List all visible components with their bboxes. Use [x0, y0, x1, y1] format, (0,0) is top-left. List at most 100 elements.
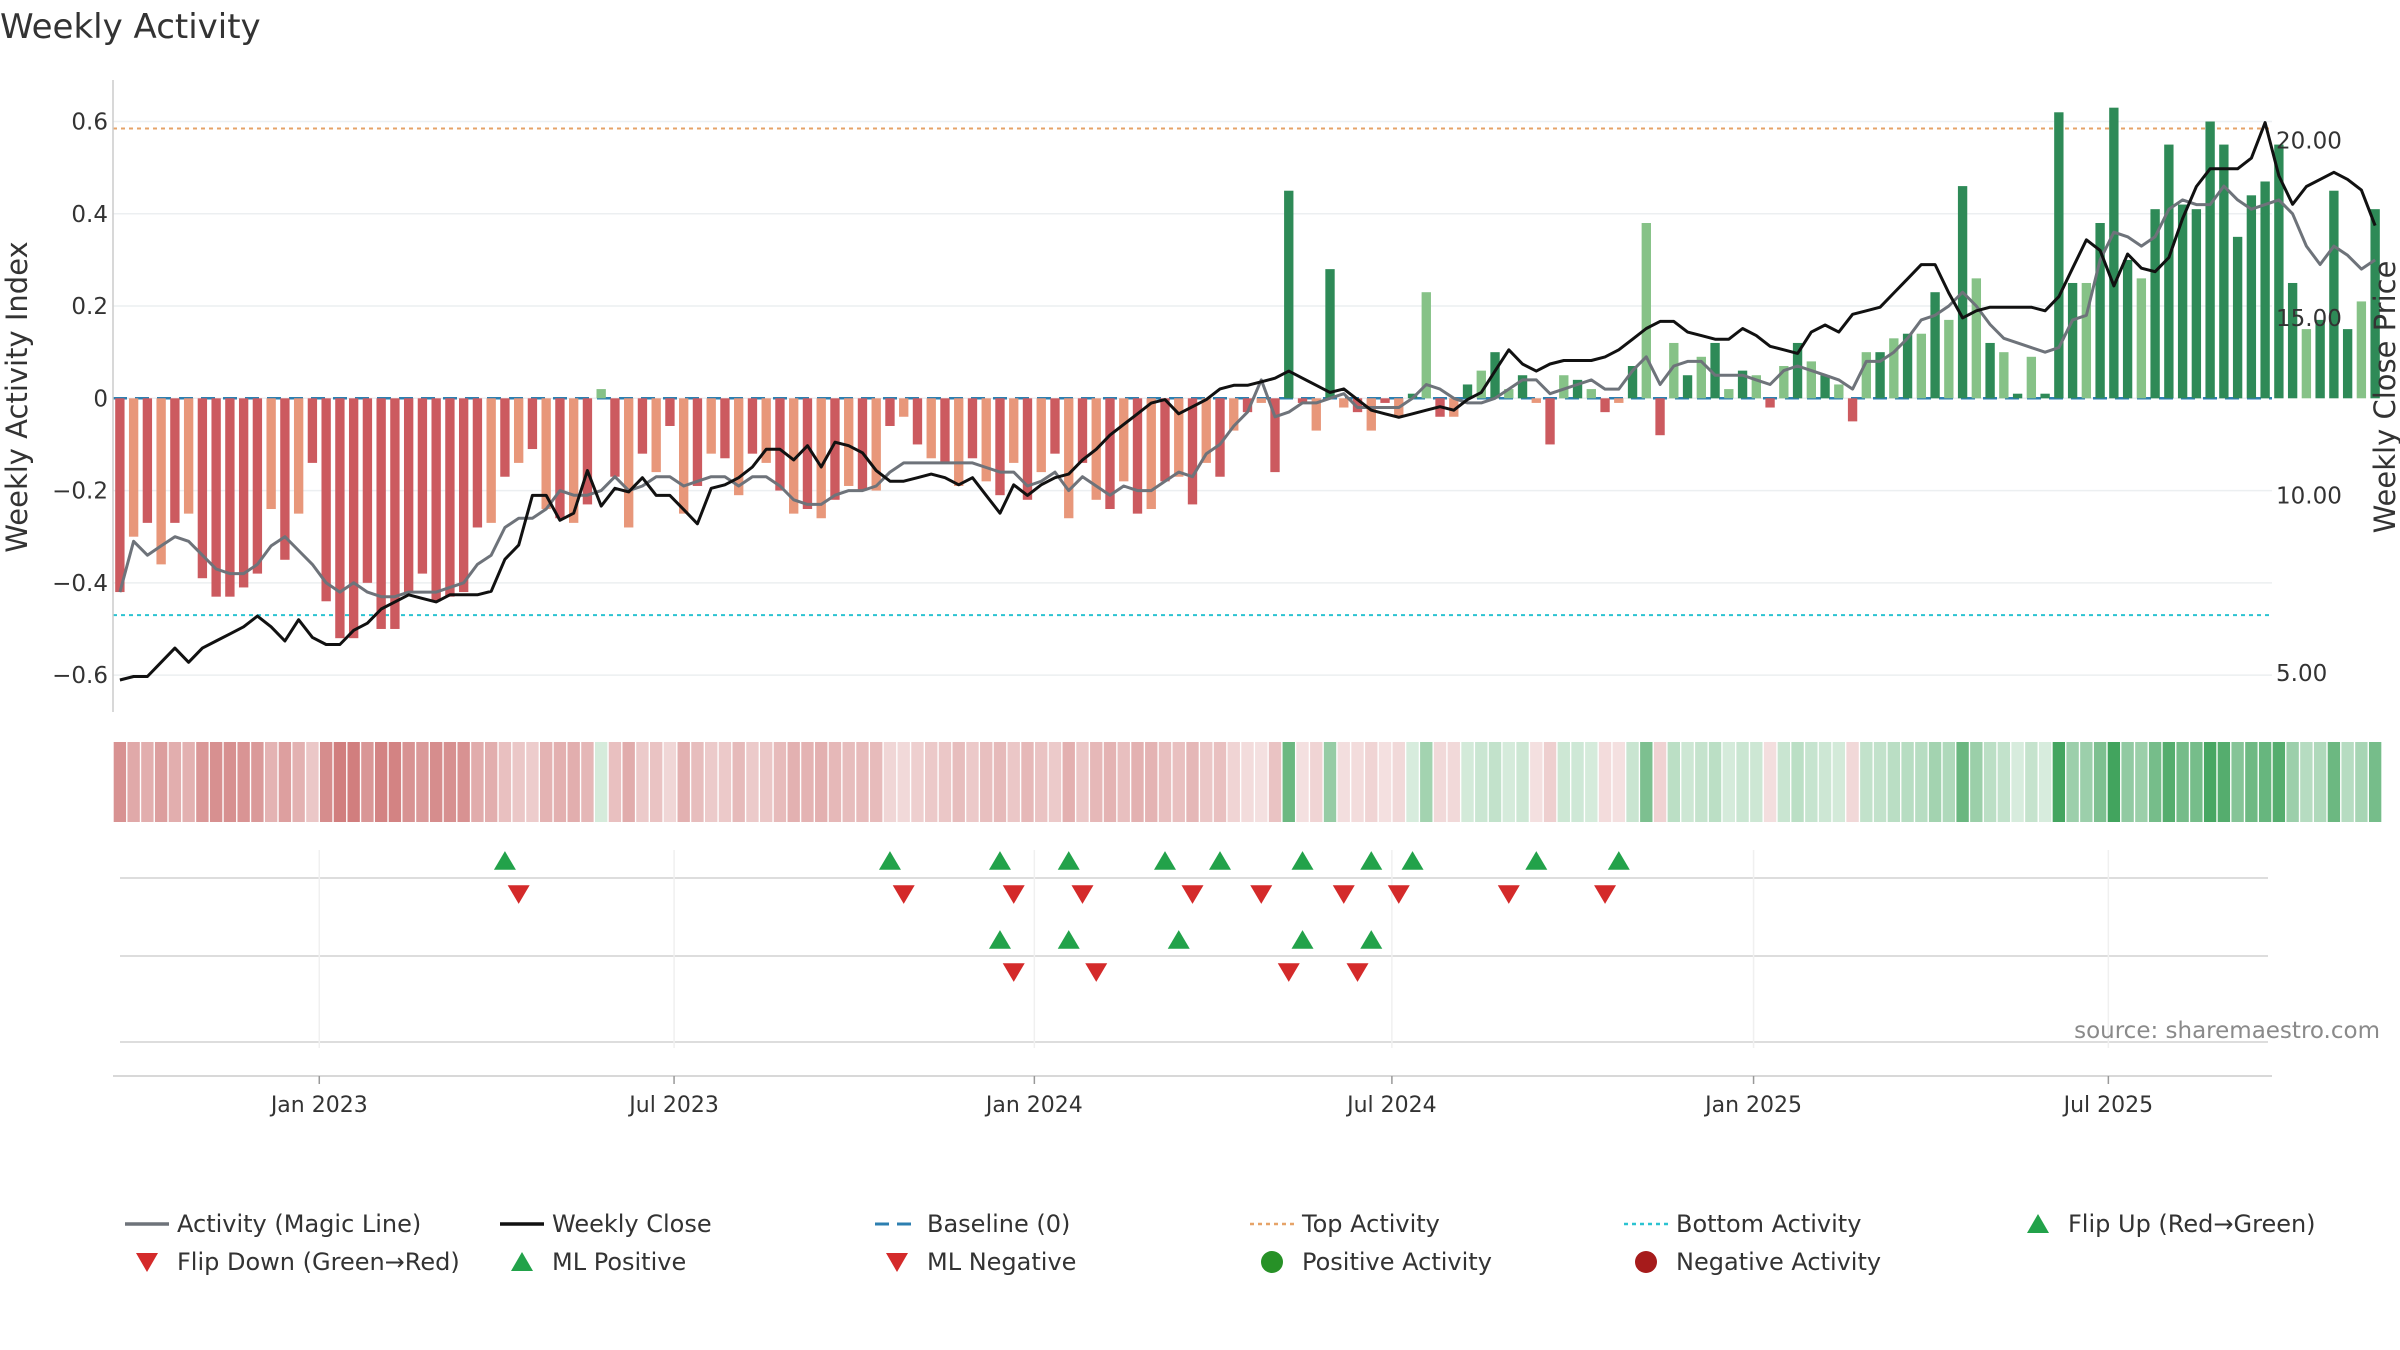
y-right-tick-label: 5.00	[2276, 661, 2327, 687]
activity-bar	[1311, 398, 1321, 431]
heat-cell	[1557, 742, 1570, 822]
activity-bar	[2246, 195, 2257, 399]
legend-swatch	[886, 1253, 908, 1272]
flip-down-marker	[1071, 885, 1094, 904]
activity-bar	[2081, 282, 2092, 399]
heat-cell	[581, 742, 594, 822]
heat-cell	[1846, 742, 1859, 822]
heat-cell	[787, 742, 800, 822]
heat-cell	[2121, 742, 2134, 822]
activity-bar	[1366, 398, 1376, 431]
heat-cell	[251, 742, 264, 822]
activity-bar	[2040, 393, 2050, 399]
y-left-tick-label: −0.2	[52, 479, 108, 505]
activity-bar	[912, 398, 923, 445]
flip-up-marker	[1291, 851, 1314, 870]
heat-cell	[1791, 742, 1804, 822]
legend-label: Flip Down (Green→Red)	[177, 1248, 460, 1276]
heat-cell	[1763, 742, 1777, 822]
activity-bar	[1449, 398, 1459, 417]
heat-cell	[1035, 742, 1048, 822]
heat-cell	[1007, 742, 1020, 822]
activity-bar	[2026, 356, 2037, 399]
heat-cell	[1915, 742, 1928, 822]
legend-swatch	[2027, 1214, 2049, 1233]
activity-bar	[472, 398, 483, 528]
activity-bar	[1132, 398, 1143, 514]
flip-down-marker	[1181, 885, 1204, 904]
heat-cell	[498, 742, 512, 822]
y-axis-left-label: Weekly Activity Index	[0, 241, 34, 552]
activity-bar	[899, 398, 909, 417]
activity-bar	[1559, 375, 1569, 399]
legend-item: ML Positive	[511, 1248, 686, 1276]
heat-cell	[416, 742, 429, 822]
heat-cell	[526, 742, 539, 822]
flip-down-marker	[1594, 885, 1617, 904]
legend-label: ML Positive	[552, 1248, 686, 1276]
heat-cell	[1158, 742, 1172, 822]
activity-bar	[844, 398, 854, 486]
heat-cell	[1227, 742, 1240, 822]
activity-bar	[1504, 389, 1514, 399]
heat-cell	[2025, 742, 2038, 822]
flip-down-marker	[1002, 885, 1025, 904]
activity-bar	[1160, 398, 1170, 482]
activity-bar	[307, 398, 318, 463]
activity-bar	[2177, 204, 2188, 399]
legend-label: Flip Up (Red→Green)	[2068, 1210, 2316, 1238]
heat-cell	[512, 742, 525, 822]
axes: 0.6 0.4 0.2 0 −0.2 −0.4 −0.6 20.00 15.00 10.00 5.0…	[52, 80, 2342, 712]
activity-bar	[211, 398, 221, 597]
heat-cell	[2355, 742, 2368, 822]
activity-bar	[1751, 375, 1761, 399]
heat-cell	[182, 742, 195, 822]
time-tick-label: Jul 2024	[1345, 1093, 1437, 1118]
ml-negative-marker	[1002, 963, 1025, 982]
heat-cell	[223, 742, 237, 822]
heat-cell	[168, 742, 182, 822]
heat-cell	[1626, 742, 1639, 822]
activity-bar	[734, 398, 744, 496]
heat-cell	[677, 742, 690, 822]
signal-markers	[120, 850, 2268, 1048]
activity-bar	[1779, 366, 1789, 399]
activity-bar	[720, 398, 730, 459]
heat-cell	[1131, 742, 1144, 822]
activity-bar	[885, 398, 895, 426]
activity-bar	[280, 398, 290, 560]
heat-cell	[1268, 742, 1282, 822]
activity-bar	[1545, 398, 1555, 445]
legend: Activity (Magic Line) Weekly Close Baselin…	[125, 1210, 2316, 1276]
heat-cell	[1433, 742, 1447, 822]
heat-cell	[1447, 742, 1460, 822]
activity-bar	[2067, 282, 2078, 399]
ml-negative-marker	[1346, 963, 1369, 982]
activity-bar	[1022, 398, 1033, 500]
legend-swatch	[1635, 1251, 1657, 1273]
heat-cell	[801, 742, 814, 822]
heat-cell	[113, 742, 127, 822]
heat-cell	[2231, 742, 2244, 822]
activity-bar	[1105, 398, 1115, 510]
heat-cell	[1021, 742, 1034, 822]
activity-bar	[183, 398, 194, 514]
activity-bar	[1146, 398, 1156, 510]
heat-cell	[429, 742, 443, 822]
activity-bar	[2109, 107, 2119, 399]
heat-cell	[2135, 742, 2148, 822]
activity-bar	[2329, 190, 2339, 399]
heat-cell	[1571, 742, 1584, 822]
flip-down-marker	[1497, 885, 1520, 904]
heat-cell	[2300, 742, 2313, 822]
activity-bar	[362, 398, 373, 583]
heat-cell	[2107, 742, 2121, 822]
heat-cell	[2272, 742, 2286, 822]
heat-cell	[196, 742, 209, 822]
heat-cell	[1530, 742, 1543, 822]
y-left-tick-label: 0	[93, 386, 108, 412]
heat-cell	[1612, 742, 1625, 822]
activity-bar	[1572, 379, 1583, 399]
flip-up-marker	[1360, 851, 1383, 870]
activity-bar	[596, 389, 606, 399]
